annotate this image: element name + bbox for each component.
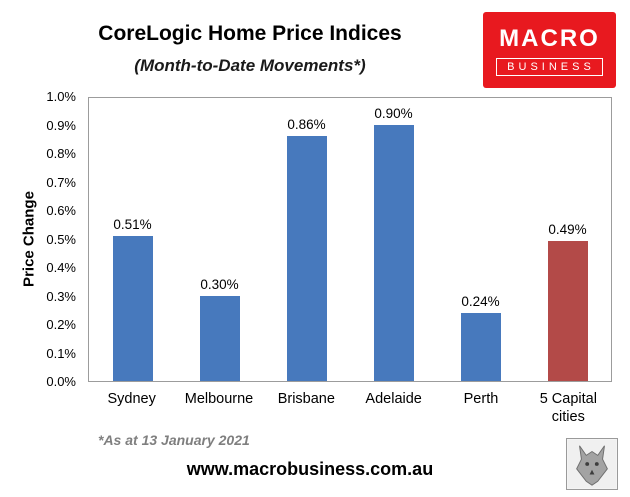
y-tick-label: 1.0% xyxy=(46,89,76,104)
bar-5-capital-cities xyxy=(547,241,588,381)
y-tick-label: 0.9% xyxy=(46,117,76,133)
bar-value-label-adelaide: 0.90% xyxy=(374,105,413,121)
chart-title: CoreLogic Home Price Indices xyxy=(98,22,402,45)
y-tick-label: 0.1% xyxy=(46,345,76,361)
website-url: www.macrobusiness.com.au xyxy=(186,459,434,479)
plot-area: 0.51% 0.30% 0.86% 0.90% 0.24% 0.49% xyxy=(88,97,612,382)
x-axis-labels: Sydney Melbourne Brisbane Adelaide Perth 5 Ca… xyxy=(88,390,612,426)
wolf-logo-image xyxy=(566,438,618,490)
bar-slot-melbourne: 0.30% xyxy=(176,98,263,381)
bar-melbourne xyxy=(199,295,240,381)
y-tick-label: 0.5% xyxy=(46,231,76,247)
y-axis-tick-labels: 1.0% 0.9% 0.8% 0.7% 0.6% 0.5% 0.4% 0.3% 0.2% 0.1%… xyxy=(0,89,84,389)
y-tick-label: 0.2% xyxy=(46,317,76,332)
x-axis-label-melbourne: Melbourne xyxy=(184,391,254,407)
x-axis-label-sydney: Sydney xyxy=(107,391,156,407)
macrobusiness-logo-line2: BUSINESS xyxy=(496,57,603,76)
bar-slot-5-capital-cities: 0.49% xyxy=(524,98,611,381)
bar-value-label-sydney: 0.51% xyxy=(113,216,152,232)
wolf-icon xyxy=(568,440,616,488)
y-tick-label: 0.0% xyxy=(46,374,76,389)
bar-chart: Price Change 1.0% 0.9% 0.8% 0.7% 0.6% 0.5% 0.4… xyxy=(0,89,630,389)
bar-value-label-perth: 0.24% xyxy=(461,293,500,309)
bar-slot-brisbane: 0.86% xyxy=(263,98,350,381)
macrobusiness-logo-line1: MACRO xyxy=(499,24,600,52)
bar-value-label-5-capital-cities: 0.49% xyxy=(548,222,587,238)
y-tick-label: 0.7% xyxy=(46,174,76,190)
y-tick-label: 0.3% xyxy=(46,288,76,304)
x-axis-label-brisbane: Brisbane xyxy=(277,391,335,407)
bar-slot-adelaide: 0.90% xyxy=(350,98,437,381)
footnote: *As at 13 January 2021 xyxy=(98,432,250,448)
x-axis-label-perth: Perth xyxy=(463,391,499,407)
x-axis-label-5-capital-cities: 5 Capital cities xyxy=(539,391,597,426)
chart-subtitle: (Month-to-Date Movements*) xyxy=(134,56,366,75)
bar-slot-sydney: 0.51% xyxy=(89,98,176,381)
y-tick-label: 0.4% xyxy=(46,260,76,275)
bars-container: 0.51% 0.30% 0.86% 0.90% 0.24% 0.49% xyxy=(89,98,611,381)
macrobusiness-logo: MACRO BUSINESS xyxy=(483,12,616,88)
bar-adelaide xyxy=(373,124,414,381)
bar-value-label-brisbane: 0.86% xyxy=(287,116,326,132)
y-tick-label: 0.8% xyxy=(46,146,76,161)
y-tick-label: 0.6% xyxy=(46,203,76,218)
x-axis-label-adelaide: Adelaide xyxy=(365,391,422,407)
bar-perth xyxy=(460,312,501,381)
bar-sydney xyxy=(112,235,153,381)
bar-slot-perth: 0.24% xyxy=(437,98,524,381)
bar-value-label-melbourne: 0.30% xyxy=(200,276,239,292)
bar-brisbane xyxy=(286,135,327,381)
